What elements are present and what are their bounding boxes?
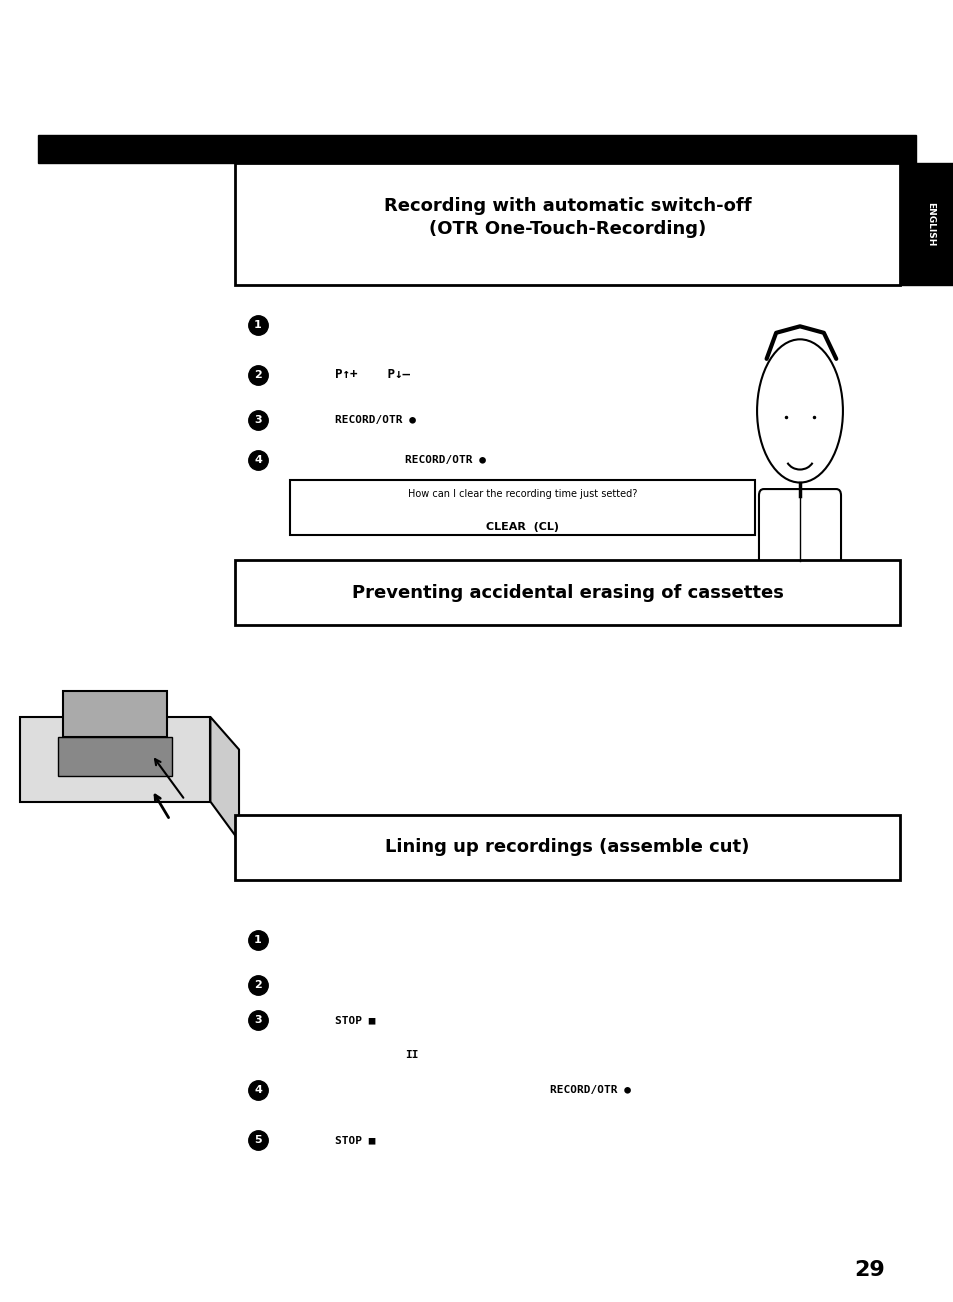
Text: RECORD/OTR ●: RECORD/OTR ● bbox=[405, 454, 485, 465]
Text: STOP ■: STOP ■ bbox=[335, 1135, 375, 1144]
Text: 29: 29 bbox=[854, 1260, 884, 1280]
Text: 4: 4 bbox=[253, 454, 262, 465]
Text: RECORD/OTR ●: RECORD/OTR ● bbox=[335, 415, 416, 424]
Text: 1: 1 bbox=[253, 320, 262, 329]
Text: 5: 5 bbox=[253, 1135, 261, 1144]
Text: Preventing accidental erasing of cassettes: Preventing accidental erasing of cassett… bbox=[352, 583, 782, 602]
Text: 3: 3 bbox=[253, 1016, 261, 1025]
Ellipse shape bbox=[757, 340, 842, 483]
Text: ENGLISH: ENGLISH bbox=[925, 202, 935, 246]
Bar bbox=[234, 560, 899, 625]
Text: How can I clear the recording time just setted?: How can I clear the recording time just … bbox=[407, 490, 637, 500]
Bar bbox=[234, 163, 899, 285]
Bar bbox=[38, 135, 915, 163]
Text: RECORD/OTR ●: RECORD/OTR ● bbox=[550, 1085, 630, 1095]
Polygon shape bbox=[211, 717, 239, 841]
Text: 2: 2 bbox=[253, 370, 262, 380]
Bar bbox=[63, 691, 168, 737]
Text: 1: 1 bbox=[253, 935, 262, 945]
Bar bbox=[290, 480, 754, 535]
Text: STOP ■: STOP ■ bbox=[335, 1016, 375, 1025]
Bar bbox=[899, 163, 953, 285]
Bar bbox=[58, 737, 172, 776]
Text: 4: 4 bbox=[253, 1085, 262, 1095]
Text: CLEAR  (CL): CLEAR (CL) bbox=[485, 522, 558, 533]
Bar bbox=[234, 815, 899, 880]
Text: P↑+    P↓–: P↑+ P↓– bbox=[335, 368, 410, 381]
Text: 2: 2 bbox=[253, 980, 262, 990]
Text: II: II bbox=[405, 1049, 418, 1060]
Text: Lining up recordings (assemble cut): Lining up recordings (assemble cut) bbox=[385, 838, 749, 857]
FancyBboxPatch shape bbox=[759, 490, 841, 574]
Text: 3: 3 bbox=[253, 415, 261, 424]
Text: Recording with automatic switch-off
(OTR One-Touch-Recording): Recording with automatic switch-off (OTR… bbox=[383, 197, 751, 238]
Bar bbox=[20, 717, 211, 802]
